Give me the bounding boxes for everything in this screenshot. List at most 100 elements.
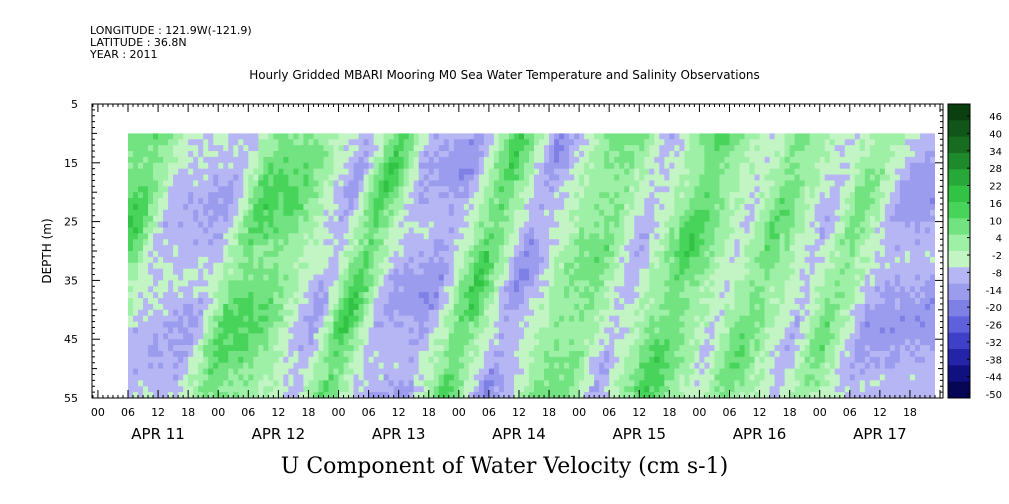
heatmap-cell: [413, 180, 420, 187]
heatmap-cell: [513, 368, 520, 376]
heatmap-cell: [423, 174, 430, 182]
heatmap-cell: [463, 392, 470, 398]
heatmap-cell: [483, 392, 490, 398]
heatmap-cell: [173, 262, 179, 270]
heatmap-cell: [358, 151, 365, 158]
heatmap-cell: [238, 268, 244, 276]
heatmap-cell: [393, 168, 400, 176]
heatmap-cell: [534, 268, 540, 276]
heatmap-cell: [138, 286, 144, 293]
heatmap-cell: [328, 245, 335, 252]
heatmap-cell: [564, 186, 570, 193]
heatmap-cell: [554, 215, 560, 223]
heatmap-cell: [443, 203, 450, 211]
heatmap-cell: [213, 239, 219, 246]
heatmap-cell: [453, 239, 460, 246]
heatmap-cell: [363, 215, 370, 223]
heatmap-cell: [579, 286, 585, 293]
heatmap-cell: [654, 392, 660, 398]
heatmap-cell: [223, 209, 229, 217]
heatmap-cell: [639, 145, 645, 152]
heatmap-cell: [168, 256, 174, 264]
heatmap-cell: [148, 203, 154, 211]
heatmap-cell: [549, 368, 555, 376]
heatmap-cell: [243, 251, 249, 258]
heatmap-cell: [468, 145, 475, 152]
heatmap-cell: [338, 162, 345, 170]
heatmap-cell: [579, 292, 585, 299]
heatmap-cell: [513, 268, 520, 276]
heatmap-cell: [298, 145, 305, 152]
heatmap-cell: [158, 233, 164, 240]
heatmap-cell: [544, 239, 550, 246]
heatmap-cell: [674, 180, 680, 187]
heatmap-cell: [328, 309, 335, 317]
heatmap-cell: [313, 256, 320, 264]
heatmap-cell: [253, 350, 259, 358]
heatmap-cell: [468, 303, 475, 311]
heatmap-cell: [508, 280, 515, 287]
heatmap-cell: [153, 339, 159, 346]
heatmap-cell: [493, 133, 500, 140]
heatmap-cell: [148, 215, 154, 223]
heatmap-cell: [408, 356, 415, 364]
heatmap-cell: [323, 198, 330, 205]
heatmap-cell: [283, 374, 289, 381]
heatmap-cell: [599, 151, 605, 158]
heatmap-cell: [629, 227, 635, 234]
heatmap-cell: [203, 215, 209, 223]
heatmap-cell: [308, 209, 315, 217]
heatmap-cell: [343, 374, 350, 381]
heatmap-cell: [423, 286, 430, 293]
heatmap-cell: [313, 315, 320, 323]
heatmap-cell: [143, 203, 149, 211]
heatmap-cell: [333, 174, 340, 182]
heatmap-cell: [363, 333, 370, 340]
heatmap-cell: [408, 321, 415, 329]
heatmap-cell: [398, 145, 405, 152]
heatmap-cell: [218, 298, 224, 305]
heatmap-cell: [609, 186, 615, 193]
heatmap-cell: [569, 198, 575, 205]
heatmap-cell: [188, 303, 194, 311]
heatmap-cell: [213, 198, 219, 205]
heatmap-cell: [293, 233, 300, 240]
heatmap-cell: [268, 315, 274, 323]
heatmap-cell: [473, 239, 480, 246]
heatmap-cell: [423, 215, 430, 223]
heatmap-cell: [178, 209, 184, 217]
heatmap-cell: [218, 356, 224, 364]
heatmap-cell: [559, 198, 565, 205]
heatmap-cell: [508, 215, 515, 223]
heatmap-cell: [348, 145, 355, 152]
heatmap-cell: [218, 280, 224, 287]
heatmap-cell: [278, 251, 284, 258]
heatmap-cell: [188, 139, 194, 146]
heatmap-cell: [634, 168, 640, 176]
heatmap-cell: [148, 362, 154, 370]
heatmap-cell: [378, 156, 385, 164]
heatmap-cell: [554, 356, 560, 364]
heatmap-cell: [153, 292, 159, 299]
heatmap-cell: [649, 350, 655, 358]
heatmap-cell: [574, 292, 580, 299]
heatmap-cell: [128, 133, 134, 140]
heatmap-cell: [343, 180, 350, 187]
heatmap-cell: [333, 203, 340, 211]
heatmap-cell: [398, 233, 405, 240]
heatmap-cell: [564, 380, 570, 387]
heatmap-cell: [458, 168, 465, 176]
heatmap-cell: [368, 274, 375, 281]
heatmap-cell: [503, 221, 510, 229]
heatmap-cell: [343, 156, 350, 164]
heatmap-cell: [518, 162, 525, 170]
heatmap-cell: [313, 174, 320, 182]
heatmap-cell: [503, 156, 510, 164]
heatmap-cell: [544, 192, 550, 199]
heatmap-cell: [458, 368, 465, 376]
heatmap-cell: [318, 339, 325, 346]
heatmap-cell: [503, 298, 510, 305]
heatmap-cell: [619, 333, 625, 340]
heatmap-cell: [478, 162, 485, 170]
heatmap-cell: [128, 156, 134, 164]
